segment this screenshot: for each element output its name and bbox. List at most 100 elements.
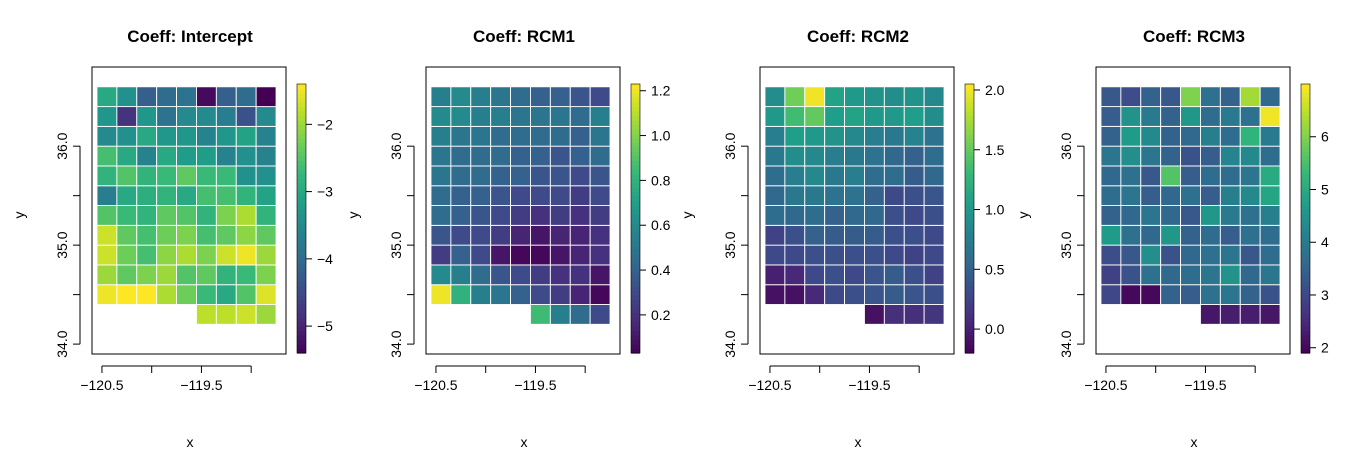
heatmap-cell	[784, 264, 806, 286]
colorbar-segment	[1301, 196, 1310, 202]
heatmap-cell	[864, 244, 885, 266]
colorbar-segment	[297, 151, 306, 157]
colorbar-segment	[631, 303, 640, 309]
colorbar-tick-label: 0.5	[985, 261, 1005, 277]
colorbar-segment	[1301, 106, 1310, 112]
heatmap-cell	[490, 205, 512, 226]
chart-title: Coeff: Intercept	[127, 27, 253, 46]
heatmap-cell	[1259, 165, 1281, 187]
y-tick-label: 36.0	[1058, 132, 1074, 159]
y-tick-label: 35.0	[54, 231, 70, 258]
colorbar-segment	[1301, 115, 1310, 121]
colorbar-segment	[965, 285, 974, 291]
colorbar-segment	[965, 258, 974, 264]
heatmap-cell	[510, 244, 531, 266]
colorbar-tick-label: 1.2	[651, 83, 671, 99]
heatmap-cell	[804, 86, 826, 108]
heatmap-cell	[450, 205, 472, 226]
heatmap-cell	[864, 205, 885, 226]
heatmap-cell	[903, 86, 925, 108]
colorbar-segment	[1301, 151, 1310, 157]
heatmap-cell	[903, 125, 925, 147]
colorbar-tick-label: 1.5	[985, 142, 1005, 158]
heatmap-cell	[255, 304, 277, 325]
heatmap-cell	[1200, 145, 1221, 167]
heatmap-cell	[1239, 244, 1261, 266]
heatmap-cell	[1259, 205, 1281, 226]
heatmap-cell	[1239, 106, 1261, 127]
colorbar-segment	[965, 272, 974, 278]
colorbar-segment	[631, 236, 640, 242]
heatmap-cell	[176, 86, 197, 108]
colorbar-tick-label: 3	[1321, 287, 1329, 303]
heatmap-cell	[176, 205, 197, 226]
heatmap-cell	[215, 165, 237, 187]
colorbar-segment	[965, 218, 974, 224]
heatmap-cell	[1120, 185, 1142, 206]
heatmap-cell	[883, 125, 905, 147]
heatmap-cell	[235, 304, 257, 325]
heatmap-cell	[510, 145, 531, 167]
colorbar-segment	[965, 281, 974, 287]
heatmap-cell	[804, 145, 826, 167]
heatmap-cell	[255, 264, 277, 286]
heatmap-cell	[569, 205, 591, 226]
colorbar-segment	[297, 326, 306, 332]
heatmap-cell	[450, 244, 472, 266]
heatmap-cell	[923, 244, 945, 266]
heatmap-cell	[903, 165, 925, 187]
colorbar-segment	[965, 124, 974, 130]
heatmap-cell	[235, 264, 257, 286]
colorbar-segment	[1301, 276, 1310, 282]
heatmap-cell	[450, 224, 472, 246]
colorbar-segment	[297, 303, 306, 309]
heatmap-cell	[156, 224, 178, 246]
colorbar-segment	[631, 97, 640, 103]
heatmap-cell	[1259, 284, 1281, 305]
heatmap-cell	[549, 125, 571, 147]
colorbar-segment	[631, 133, 640, 139]
colorbar-segment	[631, 276, 640, 282]
heatmap-cell	[883, 165, 905, 187]
heatmap-cell	[510, 86, 531, 108]
heatmap-cell	[136, 224, 158, 246]
y-tick-label: 34.0	[388, 330, 404, 357]
colorbar-tick-label: −4	[317, 251, 333, 267]
colorbar-segment	[631, 173, 640, 179]
colorbar-segment	[1301, 312, 1310, 318]
x-axis-label: x	[855, 434, 862, 450]
heatmap-cell	[923, 284, 945, 305]
colorbar-segment	[1301, 191, 1310, 197]
heatmap-cell	[784, 224, 806, 246]
colorbar-tick-label: 4	[1321, 234, 1329, 250]
heatmap-cell	[530, 106, 551, 127]
heatmap-cell	[136, 165, 158, 187]
heatmap-cell	[883, 205, 905, 226]
colorbar-tick-label: 6	[1321, 129, 1329, 145]
heatmap-cell	[764, 165, 786, 187]
colorbar-segment	[631, 146, 640, 152]
colorbar-segment	[297, 281, 306, 287]
heatmap-cell	[864, 185, 885, 206]
colorbar-segment	[297, 124, 306, 130]
heatmap-cell	[903, 106, 925, 127]
heatmap-cell	[255, 284, 277, 305]
heatmap-cell	[784, 145, 806, 167]
heatmap-cell	[1180, 125, 1201, 147]
colorbar-segment	[631, 182, 640, 188]
heatmap-cell	[1259, 264, 1281, 286]
colorbar-segment	[965, 299, 974, 305]
panel-3: Coeff: RCM2 −120.5 −119.5 x 34.0 35.0 36.0 y 0.0…	[679, 27, 1005, 450]
colorbar-segment	[297, 97, 306, 103]
heatmap-cell	[923, 86, 945, 108]
heatmap-cell	[510, 185, 531, 206]
heatmap-cell	[215, 284, 237, 305]
colorbar-segment	[631, 196, 640, 202]
colorbar-segment	[965, 196, 974, 202]
heatmap-cell	[156, 185, 178, 206]
heatmap-cell	[96, 185, 118, 206]
colorbar-segment	[965, 164, 974, 170]
colorbar-segment	[1301, 330, 1310, 336]
heatmap-cell	[156, 284, 178, 305]
heatmap-cell	[804, 224, 826, 246]
